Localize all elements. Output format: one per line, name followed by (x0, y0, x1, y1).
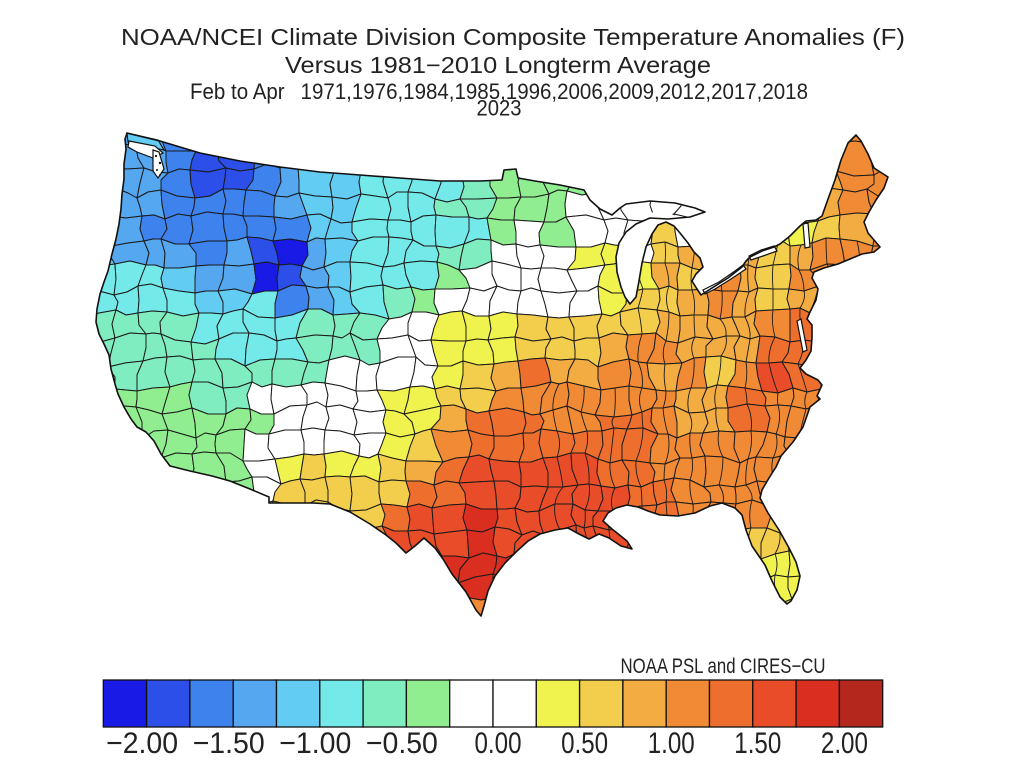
svg-text:Feb to Apr 1971,1976,1984,198: Feb to Apr 1971,1976,1984,1985,1996,2006… (190, 79, 808, 104)
svg-text:2.00: 2.00 (821, 727, 868, 760)
svg-text:Versus 1981−2010 Longterm Aver: Versus 1981−2010 Longterm Average (285, 52, 711, 78)
svg-text:2023: 2023 (477, 96, 522, 121)
svg-text:0.00: 0.00 (475, 727, 522, 760)
svg-text:−1.50: −1.50 (193, 727, 265, 760)
svg-text:NOAA PSL and CIRES−CU: NOAA PSL and CIRES−CU (621, 655, 826, 678)
svg-text:1.00: 1.00 (648, 727, 695, 760)
svg-text:1.50: 1.50 (734, 727, 781, 760)
svg-text:−0.50: −0.50 (366, 727, 438, 760)
svg-text:−1.00: −1.00 (279, 727, 351, 760)
svg-text:−2.00: −2.00 (106, 727, 178, 760)
svg-text:NOAA/NCEI Climate Division Com: NOAA/NCEI Climate Division Composite Tem… (121, 24, 905, 50)
svg-text:0.50: 0.50 (561, 727, 608, 760)
